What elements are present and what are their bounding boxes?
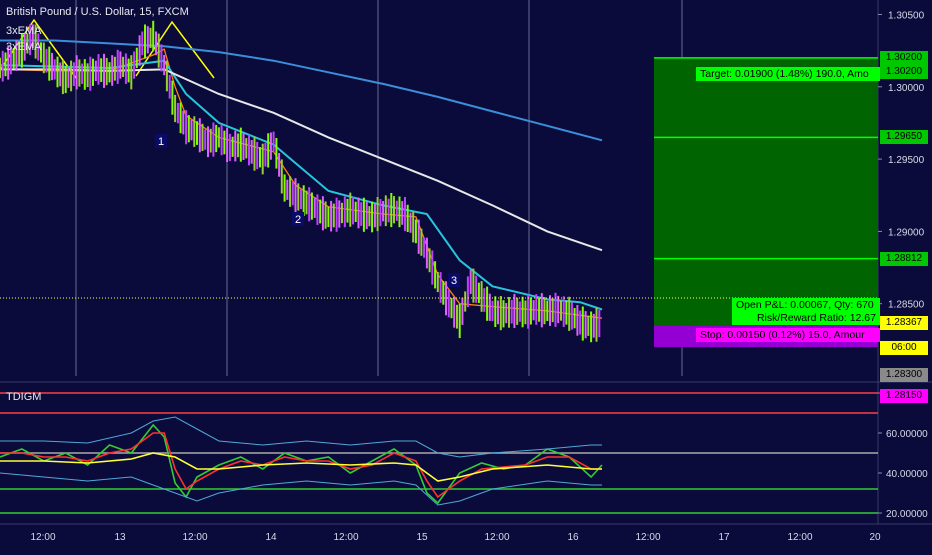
pattern-label-1: 1 xyxy=(155,134,167,148)
time-tick-label: 14 xyxy=(265,532,277,543)
osc-market_base xyxy=(0,452,602,482)
series-ema_long xyxy=(0,39,603,142)
price-tag: 1.28300 xyxy=(880,367,928,382)
price-tick-label: 1.29000 xyxy=(888,227,925,238)
time-tick-label: 12:00 xyxy=(182,532,207,543)
time-tick-label: 16 xyxy=(567,532,579,543)
svg-text:3: 3 xyxy=(451,275,457,287)
osc-tick-label: 20.00000 xyxy=(886,509,928,520)
time-tick-label: 12:00 xyxy=(635,532,660,543)
time-tick-label: 13 xyxy=(114,532,126,543)
price-axis: 1.30500 1.30000 1.29500 1.29000 1.28500 xyxy=(878,10,925,311)
price-tag: 1.28367 xyxy=(880,315,928,330)
price-tag: 1.29650 xyxy=(880,130,928,145)
pattern-label-3: 3 xyxy=(448,273,460,287)
osc-tick-label: 60.00000 xyxy=(886,429,928,440)
time-tick-label: 12:00 xyxy=(333,532,358,543)
osc-upper_band xyxy=(0,416,602,458)
pattern-head xyxy=(135,20,215,79)
time-tick-label: 12:00 xyxy=(484,532,509,543)
indicator-legend-2[interactable]: 3xEMA xyxy=(6,41,42,53)
time-axis: 12:00 13 12:00 14 12:00 15 12:00 16 12:00 17 12:00… xyxy=(30,532,881,543)
price-tag: 06:00 xyxy=(880,341,928,356)
oscillator-series xyxy=(0,416,603,506)
price-candles xyxy=(0,20,601,343)
target-zone xyxy=(654,57,878,326)
rr-label[interactable]: Risk/Reward Ratio: 12.67 xyxy=(732,311,880,325)
price-tick-label: 1.28500 xyxy=(888,300,925,311)
osc-tick-label: 40.00000 xyxy=(886,469,928,480)
target-label[interactable]: Target: 0.01900 (1.48%) 190.0, Amo xyxy=(696,67,880,81)
svg-text:1: 1 xyxy=(158,136,164,148)
price-tick-label: 1.30000 xyxy=(888,83,925,94)
osc-lower_band xyxy=(0,472,602,506)
price-tick-label: 1.29500 xyxy=(888,155,925,166)
symbol-title[interactable]: British Pound / U.S. Dollar, 15, FXCM xyxy=(6,6,189,18)
time-tick-label: 20 xyxy=(869,532,881,543)
osc-signal xyxy=(0,432,602,499)
oscillator-bands xyxy=(0,392,878,514)
pattern-label-2: 2 xyxy=(292,212,304,226)
price-tag: 1.30200 xyxy=(880,50,928,65)
time-tick-label: 17 xyxy=(718,532,730,543)
indicator-legend-1[interactable]: 3xEMA xyxy=(6,25,42,37)
svg-text:2: 2 xyxy=(295,214,301,226)
time-tick-label: 12:00 xyxy=(30,532,55,543)
time-tick-label: 15 xyxy=(416,532,428,543)
stop-label[interactable]: Stop: 0.00150 (0.12%) 15.0, Amour xyxy=(696,328,880,342)
price-tag: 1.28150 xyxy=(880,389,928,404)
price-tick-label: 1.30500 xyxy=(888,10,925,21)
sub-indicator-legend[interactable]: TDIGM xyxy=(6,391,42,403)
price-tag: 1.28812 xyxy=(880,251,928,266)
price-tag: 1.30200 xyxy=(880,64,928,79)
time-tick-label: 12:00 xyxy=(787,532,812,543)
pnl-label[interactable]: Open P&L: 0.00067, Qty: 670 xyxy=(732,298,880,312)
